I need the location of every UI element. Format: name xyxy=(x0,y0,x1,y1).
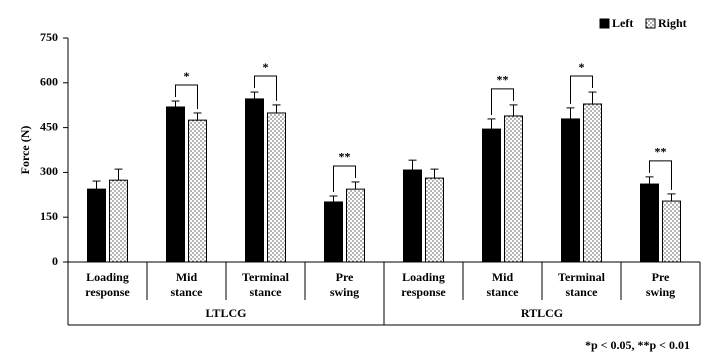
significance-bracket xyxy=(491,88,514,115)
error-bar xyxy=(588,91,597,105)
legend-swatch xyxy=(645,18,656,29)
x-tick-label: swing xyxy=(646,285,675,299)
y-tick-label: 750 xyxy=(40,30,58,44)
significance-bracket xyxy=(649,160,672,190)
x-tick-label: response xyxy=(85,285,130,299)
bar xyxy=(87,188,106,263)
error-bar xyxy=(92,180,101,190)
x-tick-label: stance xyxy=(250,285,283,299)
footnote: *p < 0.05, **p < 0.01 xyxy=(585,338,690,352)
bar xyxy=(346,188,365,263)
error-bar xyxy=(171,100,180,107)
bar xyxy=(504,115,523,263)
significance-mark: * xyxy=(263,60,269,74)
group-label: RTLCG xyxy=(521,306,563,320)
x-tick-label: Terminal xyxy=(558,270,606,284)
group-label: LTLCG xyxy=(206,306,247,320)
bar xyxy=(109,179,128,263)
bar xyxy=(324,201,343,263)
error-bar xyxy=(408,159,417,171)
x-tick-label: Loading xyxy=(402,270,445,284)
error-bar xyxy=(114,168,123,181)
bar xyxy=(245,98,264,263)
bar xyxy=(662,200,681,263)
significance-bracket xyxy=(333,165,356,192)
error-bar xyxy=(193,112,202,121)
legend-swatch xyxy=(599,18,610,29)
error-bar xyxy=(645,176,654,185)
x-tick-label: Pre xyxy=(336,270,354,284)
x-tick-label: Mid xyxy=(492,270,514,284)
bar xyxy=(583,103,602,263)
bar xyxy=(561,118,580,263)
y-tick-label: 0 xyxy=(52,254,58,268)
x-tick-label: stance xyxy=(171,285,204,299)
error-bar xyxy=(329,195,338,202)
bar xyxy=(267,112,286,263)
error-bar xyxy=(509,104,518,116)
error-bar xyxy=(250,91,259,99)
significance-bracket xyxy=(254,75,277,101)
y-tick-label: 300 xyxy=(40,164,58,178)
legend-label: Right xyxy=(658,16,687,30)
x-tick-label: response xyxy=(401,285,446,299)
bar xyxy=(640,183,659,263)
significance-bracket xyxy=(570,75,593,104)
significance-bracket xyxy=(175,84,198,109)
y-tick-label: 450 xyxy=(40,119,58,133)
x-tick-label: Terminal xyxy=(242,270,290,284)
error-bar xyxy=(351,181,360,190)
x-tick-label: stance xyxy=(566,285,599,299)
bar xyxy=(403,169,422,263)
significance-mark: * xyxy=(184,69,190,83)
bar xyxy=(188,119,207,263)
legend-label: Left xyxy=(612,16,633,30)
significance-mark: * xyxy=(579,60,585,74)
significance-mark: ** xyxy=(655,145,667,159)
x-tick-label: Pre xyxy=(652,270,670,284)
bar xyxy=(166,106,185,263)
x-tick-label: Mid xyxy=(176,270,198,284)
significance-mark: ** xyxy=(497,73,509,87)
y-tick-label: 150 xyxy=(40,209,58,223)
y-tick-label: 600 xyxy=(40,75,58,89)
significance-mark: ** xyxy=(339,150,351,164)
error-bar xyxy=(272,104,281,113)
bar xyxy=(425,177,444,263)
x-tick-label: swing xyxy=(330,285,359,299)
bar xyxy=(482,128,501,263)
x-tick-label: Loading xyxy=(86,270,129,284)
x-tick-label: stance xyxy=(487,285,520,299)
error-bar xyxy=(667,193,676,202)
error-bar xyxy=(566,107,575,119)
error-bar xyxy=(430,168,439,179)
error-bar xyxy=(487,118,496,130)
y-axis-label: Force (N) xyxy=(18,126,32,175)
